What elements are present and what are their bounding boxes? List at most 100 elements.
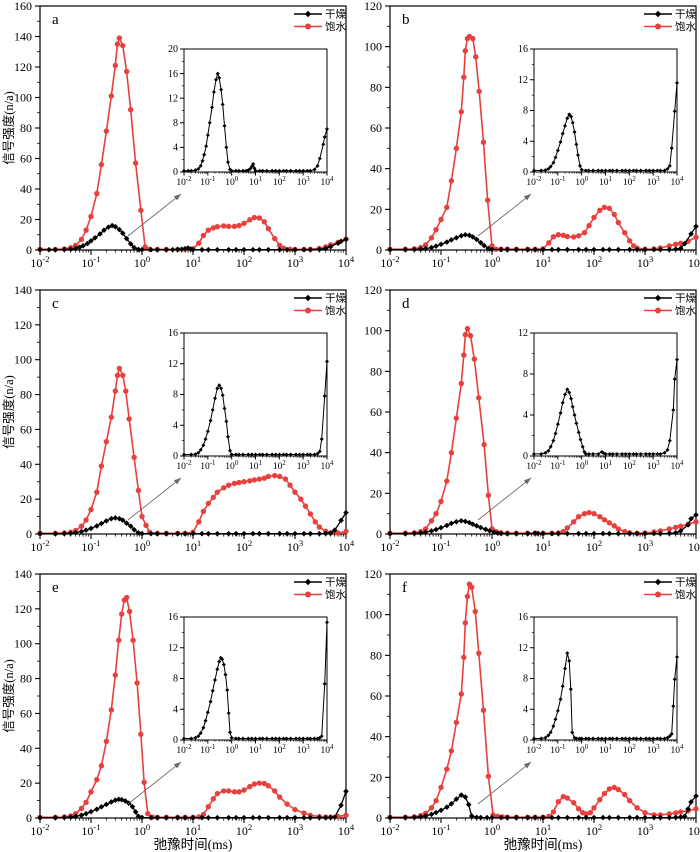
marker-circle [476,88,482,95]
inset-marker-diamond [596,168,601,173]
marker-diamond [61,814,68,821]
inset-marker-diamond [553,155,558,160]
inset-marker-diamond [567,658,572,663]
marker-circle [673,810,679,816]
y-tick-label: 80 [370,80,382,94]
inset-series-line [534,82,678,171]
y-tick-label: 60 [20,706,32,720]
inset-y-tick-label: 16 [518,612,528,623]
marker-diamond [524,530,531,537]
marker-diamond [190,530,196,537]
inset-x-tick-label: 102 [623,460,637,472]
marker-diamond [338,802,344,809]
marker-diamond [284,530,290,537]
marker-diamond [307,246,314,253]
marker-circle [422,526,429,532]
x-tick-label: 102 [236,538,252,554]
inset-marker-diamond [567,112,572,117]
marker-diamond [98,520,105,527]
marker-diamond [634,246,640,253]
inset-marker-diamond [193,168,198,173]
inset-marker-diamond [532,736,536,741]
marker-diamond [119,230,126,237]
marker-circle [205,500,212,507]
marker-diamond [225,246,232,253]
marker-diamond [422,529,429,535]
marker-circle [471,356,478,362]
y-tick-label: 40 [370,730,382,744]
inset-marker-diamond [217,383,222,388]
marker-circle [587,810,594,816]
inset-marker-diamond [225,688,230,693]
inset-marker-diamond [548,164,553,169]
inset-x-tick-label: 104 [321,744,335,756]
inset-marker-diamond [638,168,643,173]
panel-letter: b [402,12,410,28]
inset-marker-diamond [217,659,222,664]
inset-x-tick-label: 101 [599,176,612,188]
inset-y-tick-label: 8 [523,369,528,380]
inset-border [183,616,328,741]
inset-marker-diamond [208,418,213,423]
legend-marker-diamond [304,578,312,586]
inset-marker-diamond [202,152,207,157]
marker-circle [476,395,482,401]
inset-marker-diamond [223,672,228,677]
x-tick-label: 100 [484,254,500,270]
inset-marker-diamond [599,168,604,173]
marker-circle [135,487,142,494]
marker-diamond [473,236,480,243]
inset-marker-diamond [220,393,225,398]
marker-circle [469,584,475,590]
inset-marker-diamond [560,131,565,136]
marker-diamond [37,530,43,537]
marker-diamond [343,788,349,795]
inset-marker-diamond [586,736,591,741]
marker-circle [555,799,562,805]
inset-x-tick-label: 101 [599,460,612,472]
marker-circle [634,805,640,811]
inset-marker-diamond [264,736,269,741]
inset-marker-diamond [575,153,580,158]
inset-marker-diamond [627,736,632,741]
inset-marker-diamond [312,452,317,457]
marker-circle [476,650,482,656]
marker-diamond [154,246,161,253]
marker-diamond [316,246,323,253]
marker-circle [453,415,460,421]
marker-diamond [129,803,136,810]
marker-diamond [532,814,538,821]
marker-circle [591,510,597,517]
inset-marker-diamond [281,452,286,457]
inset-marker-diamond [182,736,186,741]
y-tick-label: 40 [20,457,32,471]
x-tick-label: 100 [134,538,150,554]
y-tick-label: 20 [370,202,382,216]
marker-diamond [433,526,439,533]
marker-diamond [214,530,221,537]
inset-marker-diamond [607,168,612,173]
inset-marker-diamond [569,396,574,401]
y-tick-label: 60 [370,121,382,135]
inset-marker-diamond [574,421,579,426]
inset-marker-diamond [651,168,656,173]
marker-diamond [108,515,115,522]
marker-diamond [292,814,298,821]
legend-label: 干燥 [675,9,696,21]
marker-circle [116,35,123,41]
marker-circle [444,766,450,772]
marker-circle [615,219,622,226]
y-tick-label: 120 [14,602,32,616]
marker-diamond [666,814,673,821]
marker-circle [298,496,304,502]
marker-diamond [331,527,338,533]
marker-diamond [482,526,489,533]
marker-diamond [97,231,103,237]
legend-label: 干燥 [325,9,346,21]
marker-diamond [626,814,633,821]
marker-diamond [174,814,181,821]
x-tick-label: 102 [586,822,602,838]
marker-diamond [387,246,393,253]
inset-marker-diamond [203,718,208,723]
marker-diamond [135,246,142,253]
